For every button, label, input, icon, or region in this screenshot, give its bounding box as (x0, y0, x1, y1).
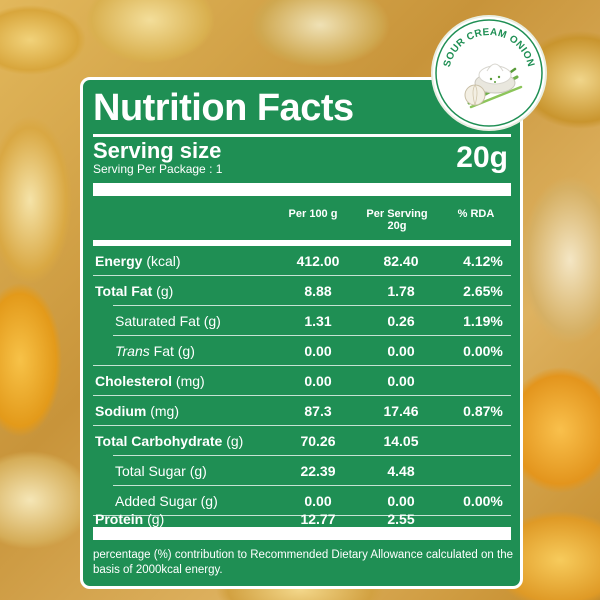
per-serving-value: 0.00 (387, 493, 415, 509)
per-serving-value: 0.00 (387, 343, 415, 359)
column-header-rda: % RDA (457, 208, 495, 220)
column-header-per-serving-line1: Per Serving (366, 208, 428, 220)
per-100g-value: 412.00 (296, 253, 340, 269)
nutrient-label: Total Carbohydrate (g) (95, 433, 244, 449)
title-divider (93, 134, 511, 137)
per-100g-value: 70.26 (300, 433, 336, 449)
nutrient-row-total-sugar: Total Sugar (g) 22.39 4.48 (93, 456, 511, 486)
nutrient-label: Trans Fat (g) (115, 343, 195, 359)
flavor-badge: SOUR CREAM ONION (433, 17, 545, 129)
per-100g-value: 8.88 (304, 283, 332, 299)
nutrient-row-energy: Energy (kcal) 412.00 82.40 4.12% (93, 246, 511, 276)
nutrient-label: Added Sugar (g) (115, 493, 218, 509)
serving-per-package: Serving Per Package : 1 (93, 162, 223, 176)
column-header-per-serving-line2: 20g (387, 220, 407, 232)
rda-value: 1.19% (463, 313, 503, 329)
nutrient-row-added-sugar: Added Sugar (g) 0.00 0.00 0.00% (93, 486, 511, 516)
per-100g-value: 0.00 (304, 373, 332, 389)
per-100g-value: 22.39 (300, 463, 336, 479)
row-divider (93, 365, 511, 366)
nutrient-row-cholesterol: Cholesterol (mg) 0.00 0.00 (93, 366, 511, 396)
per-serving-value: 82.40 (383, 253, 419, 269)
nutrient-label: Total Sugar (g) (115, 463, 207, 479)
sour-cream-onion-illustration (464, 63, 523, 109)
column-header-per-serving: Per Serving 20g (359, 208, 435, 232)
nutrient-label: Cholesterol (mg) (95, 373, 205, 389)
nutrient-label: Sodium (mg) (95, 403, 180, 419)
rda-value: 0.00% (463, 493, 503, 509)
per-serving-value: 2.55 (387, 511, 415, 527)
flavor-badge-graphic: SOUR CREAM ONION (435, 19, 543, 127)
nutrient-row-trans-fat: Trans Fat (g) 0.00 0.00 0.00% (93, 336, 511, 366)
nutrient-row-total-fat: Total Fat (g) 8.88 1.78 2.65% (93, 276, 511, 306)
footer-divider-bar (93, 527, 511, 540)
per-serving-value: 0.00 (387, 373, 415, 389)
row-divider (113, 455, 511, 456)
nutrient-row-saturated-fat: Saturated Fat (g) 1.31 0.26 1.19% (93, 306, 511, 336)
nutrient-label: Total Fat (g) (95, 283, 174, 299)
per-serving-value: 14.05 (383, 433, 419, 449)
rda-value: 4.12% (463, 253, 503, 269)
per-serving-value: 0.26 (387, 313, 415, 329)
row-divider (93, 395, 511, 396)
per-100g-value: 12.77 (300, 511, 336, 527)
serving-divider-bar (93, 183, 511, 196)
nutrient-row-sodium: Sodium (mg) 87.3 17.46 0.87% (93, 396, 511, 426)
per-serving-value: 1.78 (387, 283, 415, 299)
rda-value: 0.87% (463, 403, 503, 419)
rda-footnote: percentage (%) contribution to Recommend… (93, 549, 513, 576)
row-divider (113, 485, 511, 486)
row-divider (93, 275, 511, 276)
nutrient-row-protein: Protein (g) 12.77 2.55 (93, 500, 511, 527)
header-divider (93, 240, 511, 246)
row-divider (113, 335, 511, 336)
rda-value: 0.00% (463, 343, 503, 359)
row-divider (113, 305, 511, 306)
nutrient-label: Saturated Fat (g) (115, 313, 221, 329)
nutrition-facts-panel: Nutrition Facts Serving size Serving Per… (80, 77, 523, 589)
column-header-per-100g: Per 100 g (288, 208, 338, 220)
per-100g-value: 87.3 (304, 403, 332, 419)
nutrient-label: Energy (kcal) (95, 253, 181, 269)
rda-value: 2.65% (463, 283, 503, 299)
serving-size-label: Serving size (93, 138, 222, 163)
serving-size-value: 20g (456, 141, 508, 174)
per-100g-value: 1.31 (304, 313, 332, 329)
per-serving-value: 17.46 (383, 403, 419, 419)
per-100g-value: 0.00 (304, 493, 332, 509)
row-divider (93, 425, 511, 426)
panel-title: Nutrition Facts (93, 87, 354, 129)
row-divider (93, 515, 511, 516)
per-serving-value: 4.48 (387, 463, 415, 479)
per-100g-value: 0.00 (304, 343, 332, 359)
nutrient-row-total-carbohydrate: Total Carbohydrate (g) 70.26 14.05 (93, 426, 511, 456)
nutrient-label: Protein (g) (95, 511, 165, 527)
